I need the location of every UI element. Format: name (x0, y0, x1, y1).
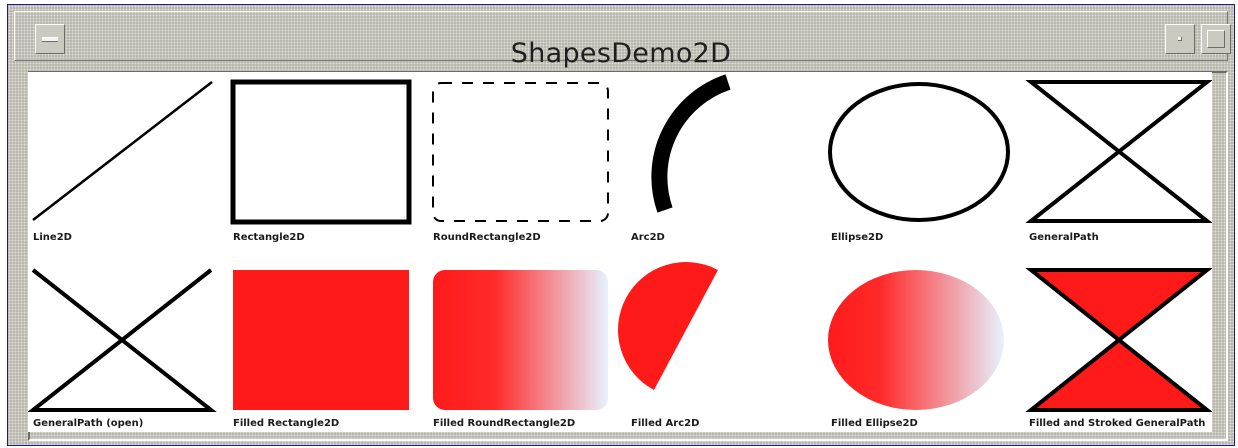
generalpath-shape (1025, 80, 1212, 223)
filled-ellipse2d-shape (828, 270, 1004, 410)
ellipse2d-shape (828, 82, 1010, 222)
label-filled-roundrectangle2d: Filled RoundRectangle2D (433, 418, 576, 429)
label-generalpath-open: GeneralPath (open) (33, 418, 144, 429)
line2d-shape (32, 81, 213, 221)
maximize-icon[interactable] (1201, 24, 1231, 54)
label-line2d: Line2D (33, 232, 72, 243)
drawing-canvas: Line2D Rectangle2D RoundRectangle2D Arc2… (28, 72, 1212, 432)
label-filled-rectangle2d: Filled Rectangle2D (233, 418, 340, 429)
arc2d-shape (651, 74, 731, 213)
filled-stroked-generalpath-shape (1025, 268, 1212, 412)
generalpath-open-shape (28, 268, 217, 412)
window-title: ShapesDemo2D (510, 38, 732, 69)
filled-roundrectangle2d-shape (433, 270, 608, 410)
filled-arc2d-shape (617, 262, 718, 390)
label-filled-arc2d: Filled Arc2D (631, 418, 700, 429)
roundrectangle2d-shape (432, 82, 609, 222)
rectangle2d-shape (230, 79, 412, 225)
window-menu-icon[interactable] (35, 24, 65, 54)
label-generalpath: GeneralPath (1029, 232, 1099, 243)
label-filled-stroked-generalpath: Filled and Stroked GeneralPath (1029, 418, 1206, 429)
label-rectangle2d: Rectangle2D (233, 232, 305, 243)
title-bar[interactable]: ShapesDemo2D (14, 11, 1231, 69)
minimize-icon[interactable] (1165, 24, 1195, 54)
label-arc2d: Arc2D (631, 232, 665, 243)
label-roundrectangle2d: RoundRectangle2D (433, 232, 541, 243)
filled-rectangle2d-shape (233, 270, 409, 410)
label-ellipse2d: Ellipse2D (831, 232, 884, 243)
label-filled-ellipse2d: Filled Ellipse2D (831, 418, 918, 429)
